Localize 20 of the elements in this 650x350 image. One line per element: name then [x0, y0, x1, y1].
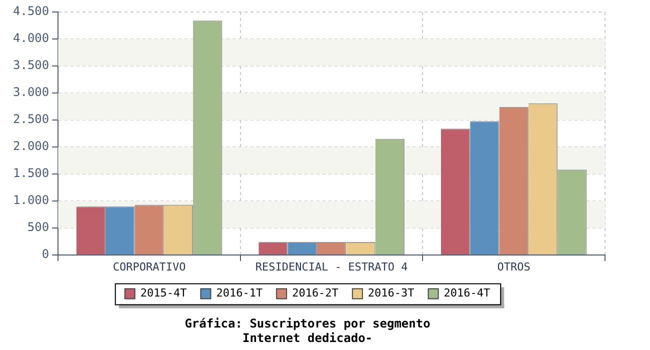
- y-tick-label: 4.000: [13, 31, 50, 46]
- text: Internet dedicado-: [242, 330, 373, 345]
- legend-label: 2016-2T: [292, 286, 339, 300]
- legend-label: 2016-3T: [368, 286, 415, 300]
- y-tick-label: 4.500: [13, 4, 50, 18]
- x-tick-label: RESIDENCIAL - ESTRATO 4: [255, 260, 408, 274]
- legend-label: 2016-1T: [216, 286, 263, 300]
- y-tick-label: 3.000: [13, 85, 50, 100]
- y-tick-label: 1.500: [13, 166, 50, 180]
- y-tick-label: 500: [27, 220, 50, 234]
- y-tick-label: 1.000: [13, 193, 50, 208]
- text: Gráfica: Suscriptores por segmento: [184, 316, 430, 331]
- y-tick-label: 2.000: [13, 139, 50, 154]
- y-tick-label: 2.500: [13, 112, 50, 126]
- legend-label: 2015-4T: [140, 286, 188, 300]
- y-tick-label: 3.500: [13, 58, 50, 72]
- y-tick-label: 0: [42, 247, 50, 262]
- legend-label: 2016-4T: [444, 286, 491, 300]
- x-tick-label: CORPORATIVO: [112, 260, 186, 274]
- x-tick-label: OTROS: [497, 260, 530, 274]
